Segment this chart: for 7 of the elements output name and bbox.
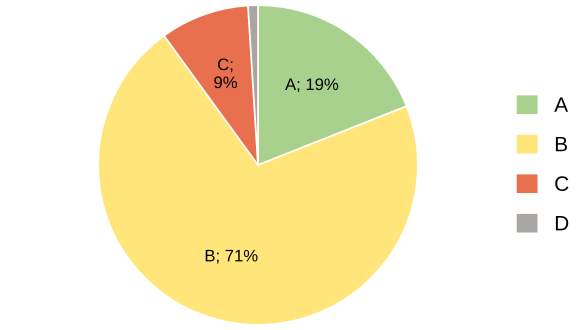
legend-label: D — [556, 216, 568, 230]
legend-label: C — [555, 176, 568, 192]
legend-label: B — [556, 136, 567, 152]
data-label: A; 19% — [285, 78, 338, 92]
data-label: B; 71% — [206, 250, 258, 264]
legend-label: A — [554, 97, 568, 112]
data-label: C; 9% — [214, 58, 237, 88]
